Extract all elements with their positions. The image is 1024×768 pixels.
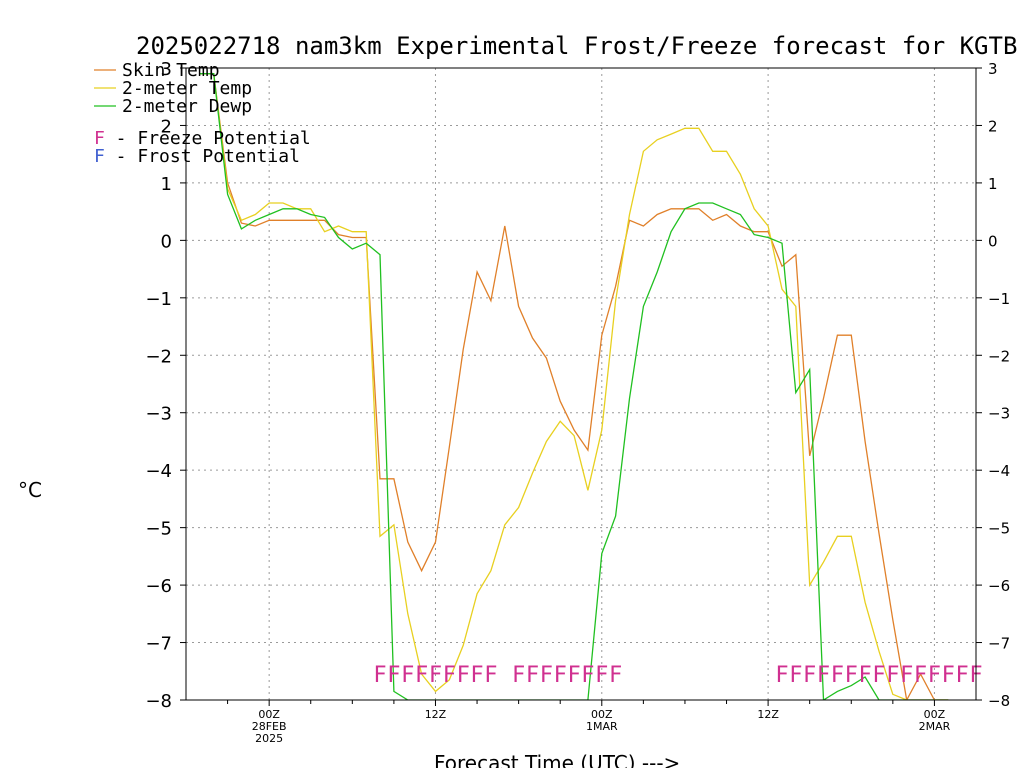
freeze-marker: F (554, 663, 567, 688)
series-line-2-meter-temp (199, 73, 949, 700)
y-axis-label: °C (18, 478, 42, 502)
freeze-marker: F (595, 663, 608, 688)
freeze-marker: F (567, 663, 580, 688)
x-tick-label: 00Z (591, 708, 613, 721)
y-tick-label-right: −6 (988, 577, 1010, 595)
x-tick-label: 00Z (258, 708, 280, 721)
legend-freeze-text: - Freeze Potential (105, 128, 311, 149)
chart-title: 2025022718 nam3km Experimental Frost/Fre… (136, 32, 1017, 60)
freeze-marker: F (845, 663, 858, 688)
y-tick-label-left: −3 (145, 404, 172, 425)
freeze-marker: F (415, 663, 428, 688)
freeze-marker: F (803, 663, 816, 688)
freeze-marker: F (540, 663, 553, 688)
y-tick-label-right: −5 (988, 520, 1010, 538)
y-tick-label-right: −7 (988, 635, 1010, 653)
x-axis-label: Forecast Time (UTC) ---> (434, 751, 680, 768)
x-tick-label: 28FEB (252, 720, 287, 733)
legend-label-2m-temp: 2-meter Temp (122, 78, 252, 99)
freeze-marker: F (581, 663, 594, 688)
freeze-marker: F (900, 663, 913, 688)
freeze-marker: F (401, 663, 414, 688)
x-tick-label: 12Z (425, 708, 447, 721)
y-tick-label-left: −4 (145, 461, 172, 482)
y-tick-label-left: −1 (145, 289, 172, 310)
x-tick-label: 1MAR (586, 720, 618, 733)
freeze-marker: F (817, 663, 830, 688)
freeze-marker: F (942, 663, 955, 688)
x-tick-label: 2MAR (919, 720, 951, 733)
legend-frost-text: - Frost Potential (105, 146, 300, 167)
freeze-marker: F (429, 663, 442, 688)
y-tick-label-right: 2 (988, 117, 998, 135)
y-tick-label-left: −2 (145, 346, 172, 367)
legend-frost-potential: F - Frost Potential (94, 146, 300, 167)
freeze-marker: F (928, 663, 941, 688)
series-line-skin-temp (199, 73, 949, 700)
y-tick-label-right: −1 (988, 290, 1010, 308)
legend: Skin Temp 2-meter Temp 2-meter Dewp F - … (94, 60, 311, 167)
series-layer (199, 73, 949, 700)
freeze-marker: F (858, 663, 871, 688)
y-tick-label-left: 3 (161, 59, 172, 80)
y-tick-label-right: 3 (988, 60, 998, 78)
y-tick-label-right: −2 (988, 347, 1010, 365)
freeze-marker: F (886, 663, 899, 688)
freeze-marker: F (484, 663, 497, 688)
y-ticks: 3 3 2 2 1 1 0 0 −1 −1 −2 −2 −3 −3 −4 −4 −5 −5 −6 −6 −7 −7 −8 −8 (145, 59, 1010, 712)
freeze-marker: F (872, 663, 885, 688)
freeze-marker: F (526, 663, 539, 688)
y-tick-label-left: 1 (161, 174, 172, 195)
y-tick-label-left: 2 (161, 116, 172, 137)
freeze-marker: F (831, 663, 844, 688)
freeze-marker: F (470, 663, 483, 688)
freeze-marker: F (387, 663, 400, 688)
freeze-marker: F (373, 663, 386, 688)
legend-label-skin-temp: Skin Temp (122, 60, 220, 81)
freeze-marker: F (512, 663, 525, 688)
x-tick-label: 00Z (924, 708, 946, 721)
y-tick-label-right: 1 (988, 175, 998, 193)
series-line-2-meter-dewp (199, 73, 949, 700)
y-tick-label-left: 0 (161, 231, 172, 252)
legend-frost-letter: F (94, 146, 105, 167)
y-tick-label-left: −6 (145, 576, 172, 597)
plot-frame (185, 67, 977, 701)
y-tick-label-right: −4 (988, 462, 1010, 480)
x-tick-label: 2025 (255, 732, 283, 745)
y-tick-label-right: 0 (988, 232, 998, 250)
freeze-marker: F (789, 663, 802, 688)
y-tick-label-left: −5 (145, 519, 172, 540)
y-tick-label-right: −8 (988, 692, 1010, 710)
y-tick-label-right: −3 (988, 405, 1010, 423)
legend-label-2m-dewp: 2-meter Dewp (122, 96, 252, 117)
x-tick-label: 12Z (757, 708, 779, 721)
freeze-marker: F (956, 663, 969, 688)
freeze-marker: F (914, 663, 927, 688)
freeze-marker: F (775, 663, 788, 688)
y-tick-label-left: −8 (145, 691, 172, 712)
legend-freeze-potential: F - Freeze Potential (94, 128, 311, 149)
freeze-marker: F (443, 663, 456, 688)
legend-freeze-letter: F (94, 128, 105, 149)
freeze-marker: F (457, 663, 470, 688)
freeze-marker: F (609, 663, 622, 688)
y-tick-label-left: −7 (145, 634, 172, 655)
